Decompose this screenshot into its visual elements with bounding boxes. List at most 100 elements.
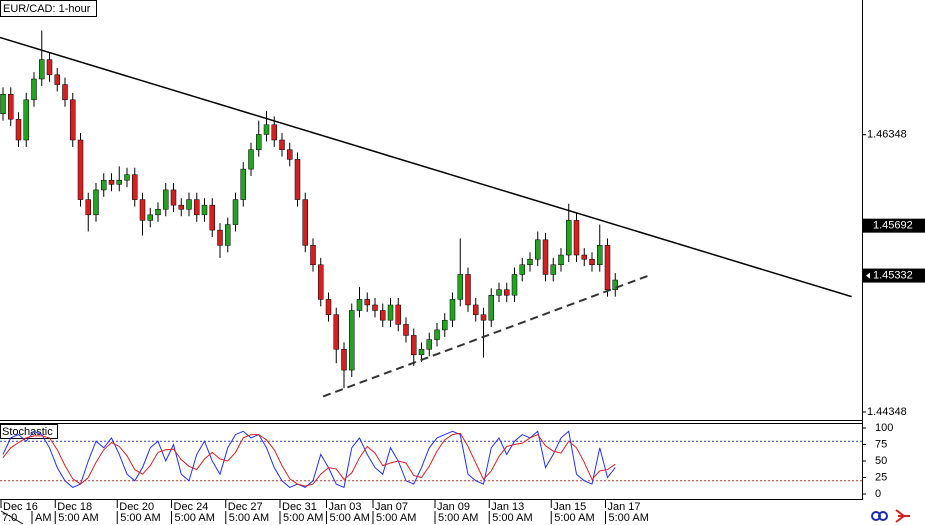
candle-body <box>333 314 339 350</box>
x-separator <box>0 510 24 525</box>
chart-title: EUR/CAD: 1-hour <box>3 3 91 15</box>
x-tick-label: Jan 15 <box>553 501 586 513</box>
y-tick-label: 1.46348 <box>867 129 907 141</box>
trendline <box>0 36 852 298</box>
x-tick-label: Dec 18 <box>57 501 92 513</box>
candle-body <box>418 349 425 356</box>
y-tick-label: 1.47348 <box>867 0 907 2</box>
y-tick-label: 100 <box>875 422 893 434</box>
candle-body <box>519 264 525 275</box>
x-time-label: 7:0 <box>2 512 17 524</box>
x-tick-label: Dec 20 <box>119 501 154 513</box>
candle-body <box>457 274 463 300</box>
candle-body <box>147 214 153 221</box>
candle-body <box>170 189 177 206</box>
y-tick-label: 75 <box>875 438 887 450</box>
candle-body <box>403 324 409 336</box>
candle-body <box>225 224 231 246</box>
candle-body <box>163 189 169 210</box>
candle-body <box>597 245 603 266</box>
candle-body <box>473 304 479 315</box>
link-icon[interactable] <box>878 511 888 521</box>
candle-body <box>70 99 76 141</box>
x-time-label: 5:00 AM <box>283 512 323 524</box>
toolbar-icons[interactable] <box>871 509 910 523</box>
x-time-label: 5:00 AM <box>58 512 98 524</box>
x-time-label: AM <box>35 512 52 524</box>
x-time-label: 5:00 AM <box>376 512 416 524</box>
x-time-label: 5:00 AM <box>492 512 532 524</box>
candle-body <box>23 99 29 141</box>
candle-body <box>46 59 53 76</box>
candle-body <box>356 299 363 311</box>
y-tick-label: 1.44348 <box>867 406 907 418</box>
x-tick-label: Dec 31 <box>282 501 317 513</box>
indicator-title: Stochastic <box>2 426 53 438</box>
candle-body <box>124 174 130 181</box>
x-tick-label: Jan 09 <box>437 501 470 513</box>
candle-body <box>108 179 115 185</box>
candle-body <box>0 94 6 114</box>
candle-body <box>93 189 99 216</box>
x-tick-label: Dec 16 <box>3 501 38 513</box>
candle-body <box>139 199 146 221</box>
price-marker-arrow <box>866 272 870 279</box>
x-tick-label: Jan 13 <box>491 501 524 513</box>
candle-body <box>302 199 308 246</box>
candle-body <box>287 149 293 160</box>
indicator-box <box>0 424 58 439</box>
candle-body <box>480 314 487 321</box>
stochastic-line <box>2 432 616 487</box>
x-tick-label: Dec 27 <box>228 501 263 513</box>
x-time-label: 5:00 AM <box>175 512 215 524</box>
candle-body <box>116 179 122 185</box>
candle-body <box>240 168 246 200</box>
candle-body <box>8 94 14 120</box>
candle-body <box>504 289 510 296</box>
price-marker <box>863 268 925 283</box>
y-tick-label: 50 <box>875 455 887 467</box>
x-tick-label: Jan 03 <box>329 501 362 513</box>
stochastic-line <box>2 430 616 489</box>
candle-body <box>581 254 587 260</box>
candle-body <box>488 294 494 321</box>
x-tick-label: Jan 07 <box>375 501 408 513</box>
candle-body <box>496 289 502 296</box>
candle-body <box>566 220 572 256</box>
candle-body <box>62 84 68 101</box>
arrow-icon[interactable] <box>895 509 910 523</box>
candle-body <box>535 239 541 260</box>
price-marker-label: 1.45332 <box>873 269 913 281</box>
x-time-label: 5:00 AM <box>120 512 160 524</box>
candle-body <box>550 264 556 275</box>
candle-body <box>209 204 215 231</box>
x-time-label: 5:00 AM <box>438 512 478 524</box>
candle-body <box>77 139 84 200</box>
candle-body <box>54 74 60 85</box>
candle-body <box>279 139 285 150</box>
candle-body <box>372 304 378 311</box>
candle-body <box>325 299 332 315</box>
candle-body <box>194 199 200 216</box>
candle-body <box>511 274 518 296</box>
candle-body <box>411 335 417 356</box>
y-tick-label: 25 <box>875 471 887 483</box>
candle-body <box>589 258 595 266</box>
candle-body <box>573 220 580 256</box>
candle-body <box>527 258 533 266</box>
candle-body <box>294 159 301 200</box>
candle-body <box>232 199 239 225</box>
candle-body <box>15 118 22 141</box>
y-tick-label: 0 <box>875 488 881 500</box>
candle-body <box>263 124 270 135</box>
candle-body <box>426 339 432 350</box>
price-marker <box>863 218 925 233</box>
candle-body <box>604 245 611 290</box>
candle-body <box>387 304 394 321</box>
x-tick-label: Jan 17 <box>608 501 641 513</box>
candle-body <box>542 239 549 275</box>
candle-body <box>310 245 316 266</box>
trendline <box>322 273 653 398</box>
